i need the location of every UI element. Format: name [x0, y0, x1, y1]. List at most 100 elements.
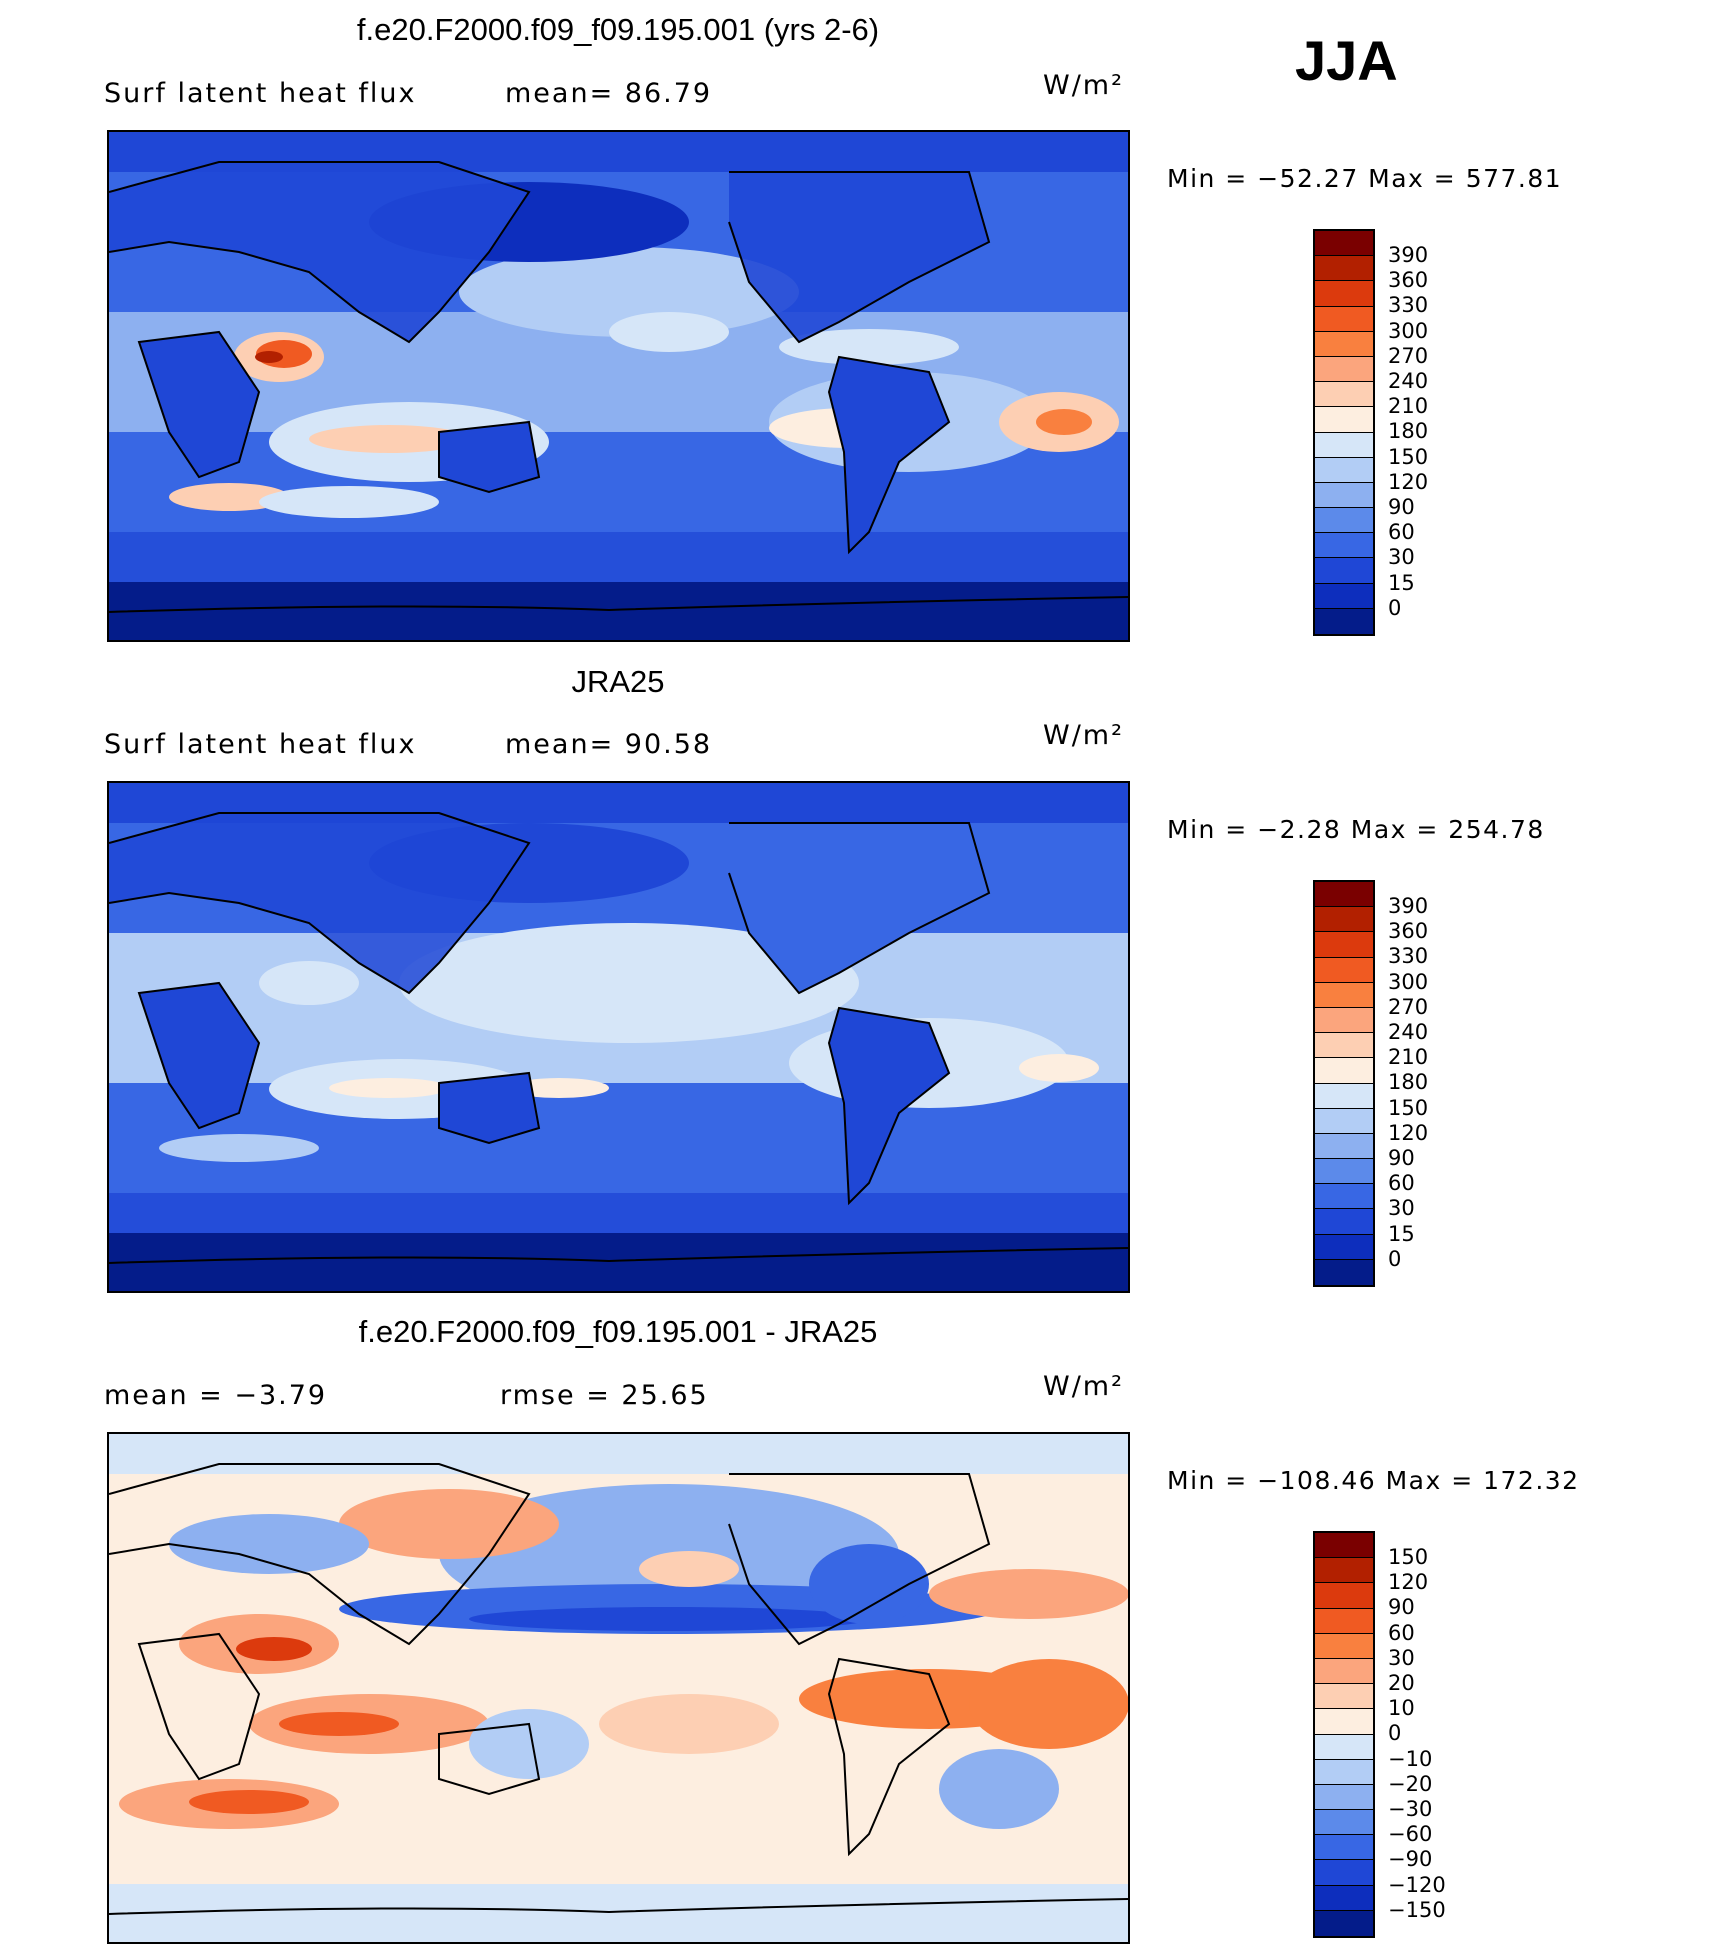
panel-3-rmse-label: rmse = 25.65 [500, 1380, 709, 1411]
panel-3-colorbar-tick-label: −30 [1388, 1797, 1433, 1822]
panel-3-colorbar-swatch [1315, 1558, 1373, 1584]
panel-3-colorbar-swatch [1315, 1860, 1373, 1886]
panel-1-colorbar-swatch [1315, 231, 1373, 257]
panel-2-colorbar-tick-label: 270 [1388, 994, 1429, 1019]
panel-2-units: W/m² [1043, 720, 1124, 751]
panel-3-colorbar-tick-label: −20 [1388, 1771, 1433, 1796]
panel-2-colorbar-swatch [1315, 1083, 1373, 1109]
panel-1-minmax: Min = −52.27 Max = 577.81 [1167, 164, 1563, 193]
panel-3-colorbar-tick-label: 10 [1388, 1696, 1415, 1721]
panel-2-colorbar-swatch [1315, 1007, 1373, 1034]
panel-3-colorbar-swatch [1315, 1784, 1373, 1811]
panel-1-variable-label: Surf latent heat flux [104, 78, 417, 109]
panel-3-colorbar-swatch [1315, 1633, 1373, 1659]
panel-1-colorbar-tick-label: 210 [1388, 394, 1429, 419]
panel-3-map-field [109, 1434, 1128, 1942]
panel-1-colorbar-swatch [1315, 558, 1373, 584]
panel-1-colorbar-swatch [1315, 407, 1373, 433]
panel-2-colorbar-swatch [1315, 982, 1373, 1008]
panel-3-colorbar-tick-label: 150 [1388, 1545, 1429, 1569]
panel-2-colorbar-swatch [1315, 1058, 1373, 1084]
panel-2-colorbar-labels: 390 360 330 300 270 240 210 180 150 120 90 60 30 15 0 [1388, 894, 1428, 1272]
panel-3-colorbar-swatch [1315, 1759, 1373, 1785]
panel-1-colorbar-tick-label: 120 [1388, 469, 1429, 494]
panel-1-colorbar-tick-label: 390 [1388, 243, 1429, 267]
panel-1-colorbar-tick-label: 0 [1388, 595, 1402, 620]
panel-2-colorbar-swatch [1315, 1033, 1373, 1059]
panel-2-colorbar-swatch [1315, 932, 1373, 958]
panel-3-colorbar-labels: 150 120 90 60 30 20 10 0 −10 −20 −30 −60 −90 −120 −150 [1388, 1545, 1446, 1923]
panel-2-colorbar-tick-label: 60 [1388, 1171, 1415, 1196]
panel-2-colorbar-swatch [1315, 907, 1373, 933]
panel-1-map-field [109, 132, 1128, 640]
panel-3-colorbar-tick-label: −150 [1388, 1897, 1446, 1922]
panel-3-colorbar-swatch [1315, 1734, 1373, 1760]
panel-2-colorbar-swatch [1315, 957, 1373, 983]
panel-2-colorbar-swatch [1315, 1133, 1373, 1160]
panel-2-colorbar-swatch [1315, 1184, 1373, 1210]
panel-3-colorbar-tick-label: 0 [1388, 1721, 1402, 1746]
panel-3-colorbar-swatch [1315, 1533, 1373, 1559]
panel-3-colorbar-tick-label: −90 [1388, 1847, 1433, 1872]
panel-1-colorbar-tick-label: 270 [1388, 343, 1429, 368]
panel-2-map [107, 781, 1130, 1293]
panel-3-colorbar-tick-label: 90 [1388, 1595, 1415, 1620]
panel-2-variable-label: Surf latent heat flux [104, 729, 417, 760]
panel-1-colorbar-swatch [1315, 356, 1373, 383]
panel-1-colorbar-swatch [1315, 432, 1373, 458]
panel-3-colorbar-swatch [1315, 1658, 1373, 1685]
panel-3-colorbar-swatch [1315, 1709, 1373, 1735]
panel-3-colorbar-swatch [1315, 1835, 1373, 1861]
panel-1-colorbar-swatch [1315, 382, 1373, 408]
panel-1-colorbar-swatch [1315, 457, 1373, 483]
panel-1-colorbar-tick-label: 240 [1388, 369, 1429, 394]
panel-1-mean-label: mean= 86.79 [505, 78, 713, 109]
panel-1-colorbar-tick-label: 15 [1388, 570, 1415, 595]
panel-1-colorbar-tick-label: 90 [1388, 495, 1415, 520]
panel-2-colorbar-tick-label: 0 [1388, 1246, 1402, 1271]
panel-1-colorbar-swatch [1315, 281, 1373, 307]
panel-1-colorbar-tick-label: 150 [1388, 444, 1429, 469]
panel-2-colorbar-tick-label: 360 [1388, 919, 1429, 944]
panel-1-colorbar [1313, 229, 1375, 636]
panel-3-colorbar-swatch [1315, 1810, 1373, 1836]
panel-2-colorbar-tick-label: 390 [1388, 894, 1429, 918]
panel-2-colorbar-swatch [1315, 1234, 1373, 1260]
panel-2-colorbar-tick-label: 90 [1388, 1146, 1415, 1171]
panel-3-colorbar-swatch [1315, 1910, 1373, 1936]
panel-3-colorbar-tick-label: 20 [1388, 1671, 1415, 1696]
panel-1-colorbar-tick-label: 300 [1388, 318, 1429, 343]
panel-2-colorbar-swatch [1315, 1159, 1373, 1185]
panel-2-colorbar-tick-label: 15 [1388, 1221, 1415, 1246]
panel-1-colorbar-swatch [1315, 608, 1373, 634]
panel-2-colorbar-tick-label: 210 [1388, 1045, 1429, 1070]
panel-1-colorbar-swatch [1315, 256, 1373, 282]
panel-3-units: W/m² [1043, 1371, 1124, 1402]
panel-3-mean-label: mean = −3.79 [104, 1380, 328, 1411]
panel-3-colorbar-swatch [1315, 1885, 1373, 1911]
panel-3-colorbar-tick-label: −10 [1388, 1746, 1433, 1771]
panel-1-colorbar-tick-label: 330 [1388, 293, 1429, 318]
panel-3-map [107, 1432, 1130, 1944]
panel-1-colorbar-swatch [1315, 533, 1373, 559]
panel-3-minmax: Min = −108.46 Max = 172.32 [1167, 1466, 1580, 1495]
panel-1-colorbar-tick-label: 60 [1388, 520, 1415, 545]
panel-1-units: W/m² [1043, 70, 1124, 101]
panel-2-map-field [109, 783, 1128, 1291]
panel-2-minmax: Min = −2.28 Max = 254.78 [1167, 815, 1545, 844]
panel-2-colorbar [1313, 880, 1375, 1287]
panel-2-colorbar-swatch [1315, 1209, 1373, 1235]
panel-1-colorbar-tick-label: 360 [1388, 268, 1429, 293]
panel-3-title: f.e20.F2000.f09_f09.195.001 - JRA25 [358, 1314, 878, 1349]
panel-1-colorbar-tick-label: 180 [1388, 419, 1429, 444]
panel-3-colorbar-tick-label: 120 [1388, 1570, 1429, 1595]
panel-2-colorbar-swatch [1315, 1108, 1373, 1134]
panel-1-colorbar-swatch [1315, 482, 1373, 509]
panel-1-colorbar-labels: 390 360 330 300 270 240 210 180 150 120 90 60 30 15 0 [1388, 243, 1428, 621]
panel-2-colorbar-swatch [1315, 882, 1373, 908]
panel-3-colorbar-swatch [1315, 1583, 1373, 1609]
panel-3-colorbar-tick-label: −120 [1388, 1872, 1446, 1897]
panel-2-colorbar-tick-label: 330 [1388, 944, 1429, 969]
panel-3-colorbar-tick-label: 60 [1388, 1620, 1415, 1645]
panel-1-colorbar-swatch [1315, 508, 1373, 534]
